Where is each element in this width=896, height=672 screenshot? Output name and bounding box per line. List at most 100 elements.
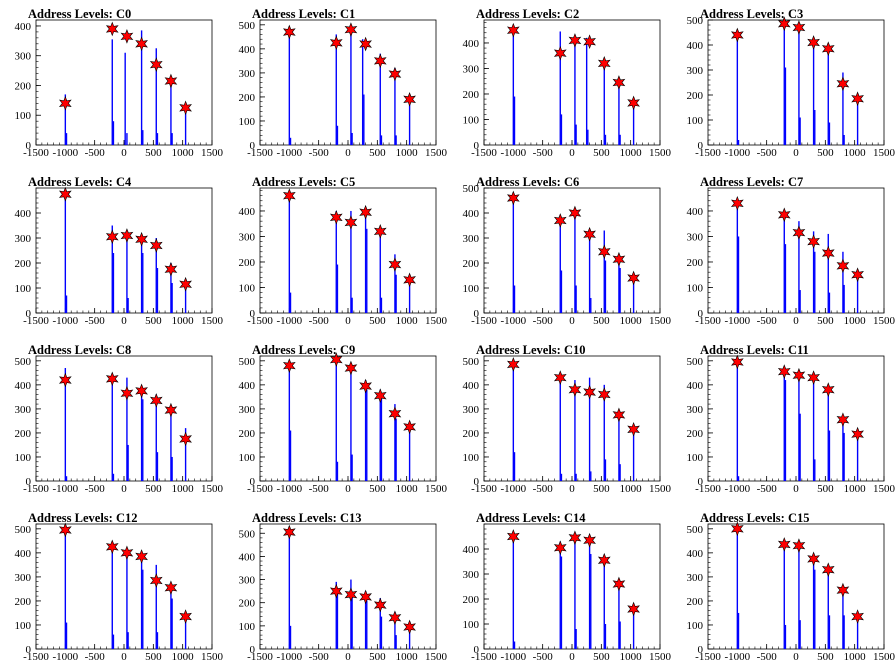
y-tick-label: 0 xyxy=(26,644,32,656)
x-tick-label: 500 xyxy=(817,651,834,663)
y-tick-label: 400 xyxy=(687,548,704,560)
y-tick-label: 400 xyxy=(15,380,32,392)
y-tick-label: 500 xyxy=(463,183,480,195)
x-tick-label: 1000 xyxy=(172,315,195,327)
peak-marker xyxy=(403,419,416,435)
peak-marker xyxy=(135,231,148,247)
chart-panel: Address Levels: C1 0 100 200 300 400 500 -1500-… xyxy=(224,0,448,168)
peak-marker xyxy=(836,258,850,274)
peak-marker xyxy=(553,45,567,61)
chart-panel: Address Levels: C4 0 100 200 300 400 -1500 -100… xyxy=(0,168,224,336)
peak-marker xyxy=(388,257,402,272)
y-tick-label: 300 xyxy=(463,63,480,75)
x-tick-label: 1500 xyxy=(201,147,224,159)
x-tick-label: -1500 xyxy=(695,483,721,495)
chart-svg: Address Levels: C80100200300400500-1500-… xyxy=(15,343,224,495)
chart-svg: Address Levels: C0 0 100 200 300 400 -1500 -100… xyxy=(15,7,224,159)
chart-title: Address Levels: C2 xyxy=(476,7,579,21)
peak-marker xyxy=(344,22,358,37)
peak-marker xyxy=(506,357,520,372)
x-tick-label: -500 xyxy=(85,147,106,159)
peak-marker xyxy=(120,29,134,44)
y-tick-label: 0 xyxy=(474,644,480,656)
x-tick-label: 500 xyxy=(145,147,162,159)
x-tick-label: 1000 xyxy=(620,315,643,327)
peak-marker xyxy=(135,383,148,399)
peak-marker xyxy=(282,188,296,203)
x-tick-label: 0 xyxy=(121,315,127,327)
x-tick-label: -1000 xyxy=(52,315,78,327)
peak-marker xyxy=(583,532,596,548)
peak-marker xyxy=(359,204,372,220)
x-tick-label: 500 xyxy=(593,147,610,159)
x-tick-label: 0 xyxy=(569,147,575,159)
x-tick-label: 500 xyxy=(145,483,162,495)
x-tick-label: -1500 xyxy=(695,651,721,663)
peak-marker xyxy=(612,407,626,423)
x-tick-label: 0 xyxy=(345,483,351,495)
peak-marker xyxy=(179,100,192,116)
peak-marker xyxy=(851,609,864,624)
peak-marker xyxy=(359,589,372,605)
x-tick-label: -1000 xyxy=(500,483,526,495)
x-tick-label: -1500 xyxy=(471,147,497,159)
y-tick-label: 0 xyxy=(698,140,704,152)
y-tick-label: 300 xyxy=(463,233,480,245)
y-tick-label: 200 xyxy=(687,90,704,102)
y-tick-label: 500 xyxy=(687,356,704,368)
x-tick-label: 1000 xyxy=(620,483,643,495)
x-tick-label: -1500 xyxy=(247,651,273,663)
peak-marker xyxy=(373,597,387,613)
x-tick-label: -1500 xyxy=(695,315,721,327)
peak-marker xyxy=(612,576,626,592)
chart-panel: Address Levels: C0 0 100 200 300 400 -1500 -100… xyxy=(0,0,224,168)
peak-marker xyxy=(612,251,626,267)
y-tick-label: 200 xyxy=(15,258,32,270)
x-tick-label: -1500 xyxy=(471,315,497,327)
y-tick-label: 300 xyxy=(15,404,32,416)
x-tick-label: 0 xyxy=(793,483,799,495)
x-tick-label: 1500 xyxy=(201,651,224,663)
peak-marker xyxy=(164,580,178,596)
x-tick-label: 1000 xyxy=(844,651,867,663)
chart-svg: Address Levels: C14 0 100 200 300 400 -1500 -10… xyxy=(463,511,672,663)
peak-marker xyxy=(597,244,611,260)
peak-marker xyxy=(359,378,372,394)
peak-marker xyxy=(388,66,402,82)
y-tick-label: 400 xyxy=(15,21,32,33)
peak-marker xyxy=(135,36,148,52)
x-tick-label: 1500 xyxy=(649,651,672,663)
peak-marker xyxy=(164,261,178,277)
x-tick-label: -1000 xyxy=(724,483,750,495)
peak-marker xyxy=(553,213,567,228)
y-tick-label: 200 xyxy=(687,257,704,269)
y-tick-label: 300 xyxy=(687,65,704,77)
y-tick-label: 300 xyxy=(687,572,704,584)
x-tick-label: -500 xyxy=(85,315,106,327)
chart-panel: Address Levels: C12 0 100 200 300 400 500 -1500… xyxy=(0,504,224,672)
peak-marker xyxy=(403,272,416,288)
y-tick-label: 200 xyxy=(239,92,256,104)
x-tick-label: -1500 xyxy=(247,483,273,495)
x-tick-label: -1500 xyxy=(247,315,273,327)
x-tick-label: 0 xyxy=(569,315,575,327)
x-tick-label: 500 xyxy=(369,147,386,159)
peak-marker xyxy=(179,276,192,292)
peak-marker xyxy=(388,610,402,626)
x-tick-label: -1000 xyxy=(52,483,78,495)
x-tick-label: 1000 xyxy=(620,147,643,159)
y-tick-label: 500 xyxy=(239,356,256,368)
x-tick-label: -1500 xyxy=(695,147,721,159)
y-tick-label: 100 xyxy=(239,621,256,633)
chart-panel: Address Levels: C10 0 100 200 300 400 500 -1500… xyxy=(448,336,672,504)
x-tick-label: -1000 xyxy=(724,315,750,327)
peak-marker xyxy=(403,91,416,107)
y-tick-label: 200 xyxy=(463,89,480,101)
peak-marker xyxy=(373,224,387,239)
y-tick-label: 100 xyxy=(239,116,256,128)
peak-marker xyxy=(553,540,567,556)
y-tick-label: 300 xyxy=(687,404,704,416)
chart-svg: Address Levels: C12 0 100 200 300 400 500 -1500… xyxy=(15,511,224,663)
y-tick-label: 200 xyxy=(687,428,704,440)
chart-panel: Address Levels: C15 0 100 200 300 400 500 -1500… xyxy=(672,504,896,672)
